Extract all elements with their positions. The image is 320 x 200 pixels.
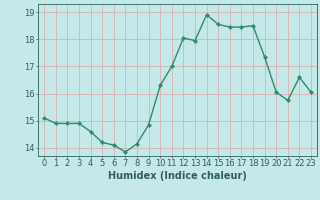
X-axis label: Humidex (Indice chaleur): Humidex (Indice chaleur) [108,171,247,181]
